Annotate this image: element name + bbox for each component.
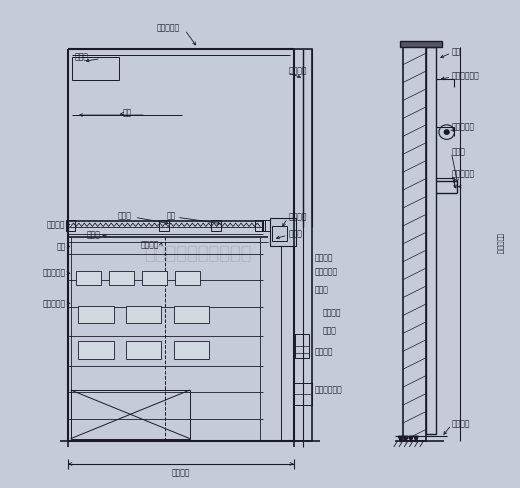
Bar — [294, 49, 312, 441]
Bar — [270, 218, 296, 246]
Text: 门板: 门板 — [56, 242, 66, 251]
Bar — [72, 57, 119, 80]
Bar — [174, 306, 209, 324]
Text: 外置加强筋: 外置加强筋 — [43, 299, 66, 308]
Text: 导轨固定支架: 导轨固定支架 — [452, 72, 479, 81]
Bar — [142, 271, 167, 285]
Text: 手控链条: 手控链条 — [315, 253, 333, 262]
Text: 柜楔提高半: 柜楔提高半 — [497, 233, 503, 255]
Bar — [426, 47, 436, 434]
Bar — [294, 383, 312, 405]
Text: 中置梁托架: 中置梁托架 — [452, 169, 475, 178]
Bar — [76, 271, 101, 285]
Text: 中置梁: 中置梁 — [86, 231, 100, 240]
Text: 中心铰链: 中心铰链 — [141, 241, 159, 249]
Text: 手控钢丝绳: 手控钢丝绳 — [315, 268, 337, 277]
Text: 竖轨: 竖轨 — [452, 47, 461, 56]
Bar — [126, 341, 162, 359]
Text: 轴承座组: 轴承座组 — [47, 220, 66, 229]
Text: 扭簧: 扭簧 — [166, 211, 176, 220]
Text: 山东盐东门窗有限公司: 山东盐东门窗有限公司 — [144, 245, 252, 263]
Text: 缓冲器: 缓冲器 — [75, 52, 89, 61]
Bar — [402, 47, 426, 441]
Text: 中置梁: 中置梁 — [452, 147, 466, 156]
Bar — [66, 220, 75, 231]
Bar — [272, 226, 288, 241]
Bar — [71, 390, 190, 439]
Polygon shape — [404, 436, 408, 442]
Text: 锁闩门: 锁闩门 — [322, 326, 336, 335]
Text: 边铰链: 边铰链 — [315, 286, 328, 295]
Text: 室内地坪: 室内地坪 — [452, 420, 471, 428]
Polygon shape — [398, 436, 402, 442]
Text: 传动链轮: 传动链轮 — [289, 213, 307, 222]
Bar — [79, 341, 114, 359]
Bar — [400, 41, 441, 47]
Bar — [295, 334, 309, 358]
Text: 轴承座: 轴承座 — [118, 211, 131, 220]
Bar — [175, 271, 200, 285]
Polygon shape — [414, 436, 418, 442]
Bar — [255, 220, 265, 231]
Text: 手控支架: 手控支架 — [315, 347, 333, 357]
Text: 钢丝绳绳轮: 钢丝绳绳轮 — [452, 122, 475, 132]
Bar — [79, 306, 114, 324]
Bar — [211, 220, 220, 231]
Text: 安全保护装置: 安全保护装置 — [315, 386, 342, 394]
Text: 透视采光窗: 透视采光窗 — [43, 269, 66, 278]
Bar — [263, 220, 272, 231]
Bar — [126, 306, 162, 324]
Bar — [174, 341, 209, 359]
Text: 开门机: 开门机 — [289, 230, 303, 239]
Bar — [109, 271, 134, 285]
Text: 竖轨道横杆: 竖轨道横杆 — [157, 23, 179, 32]
Text: 门板宽度: 门板宽度 — [172, 468, 190, 477]
Polygon shape — [409, 436, 413, 442]
Text: 锁保图日: 锁保图日 — [322, 308, 341, 318]
Circle shape — [444, 129, 450, 135]
Bar — [160, 220, 168, 231]
Text: 逻轨: 逻轨 — [123, 108, 132, 117]
Text: 竖轨支架: 竖轨支架 — [289, 67, 307, 76]
